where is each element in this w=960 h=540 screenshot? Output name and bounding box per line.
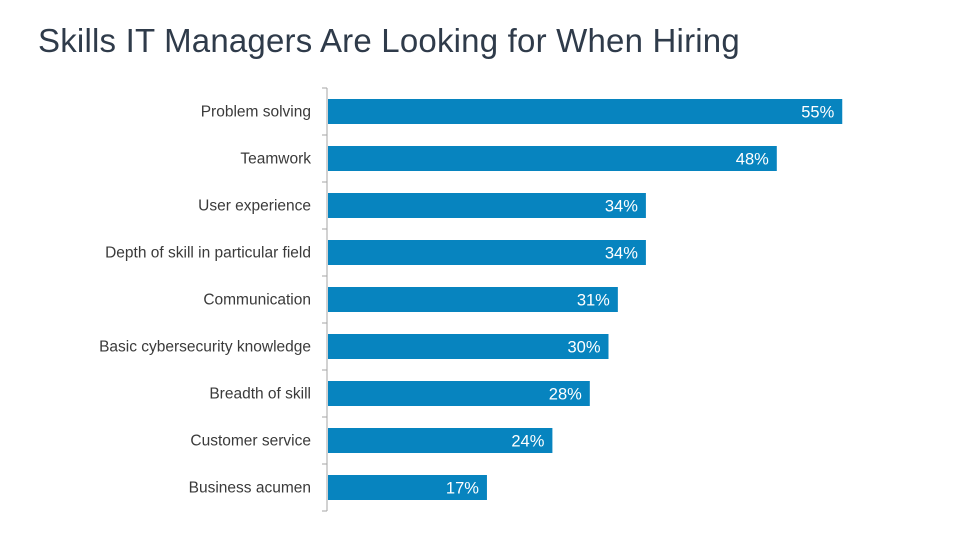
bar-5 xyxy=(328,287,618,312)
bar-7 xyxy=(328,381,590,406)
category-label: Communication xyxy=(203,292,311,309)
data-label: 30% xyxy=(567,339,600,357)
chart-category-labels: Problem solving Teamwork User experience De… xyxy=(99,104,311,497)
category-label: User experience xyxy=(198,198,311,215)
category-label: Basic cybersecurity knowledge xyxy=(99,339,311,356)
data-label: 31% xyxy=(577,292,610,310)
data-label: 17% xyxy=(446,480,479,498)
data-label: 48% xyxy=(736,151,769,169)
category-label: Depth of skill in particular field xyxy=(105,245,311,262)
bar-9 xyxy=(328,475,487,500)
bar-6 xyxy=(328,334,609,359)
category-label: Customer service xyxy=(190,433,311,450)
chart-axis xyxy=(322,87,328,512)
chart-value-labels: 55% 48% 34% 34% 31% 30% 28% 24% 17% xyxy=(446,104,835,498)
bar-8 xyxy=(328,428,553,453)
category-label: Business acumen xyxy=(189,480,311,497)
category-label: Teamwork xyxy=(240,151,311,168)
data-label: 24% xyxy=(511,433,544,451)
data-label: 34% xyxy=(605,198,638,216)
data-label: 34% xyxy=(605,245,638,263)
chart-bars xyxy=(328,99,843,500)
category-label: Breadth of skill xyxy=(209,386,311,403)
data-label: 55% xyxy=(801,104,834,122)
category-label: Problem solving xyxy=(201,104,311,121)
bar-4 xyxy=(328,240,646,265)
bar-2 xyxy=(328,146,777,171)
data-label: 28% xyxy=(549,386,582,404)
page-title: Skills IT Managers Are Looking for When … xyxy=(38,22,740,59)
bar-1 xyxy=(328,99,843,124)
bar-3 xyxy=(328,193,646,218)
